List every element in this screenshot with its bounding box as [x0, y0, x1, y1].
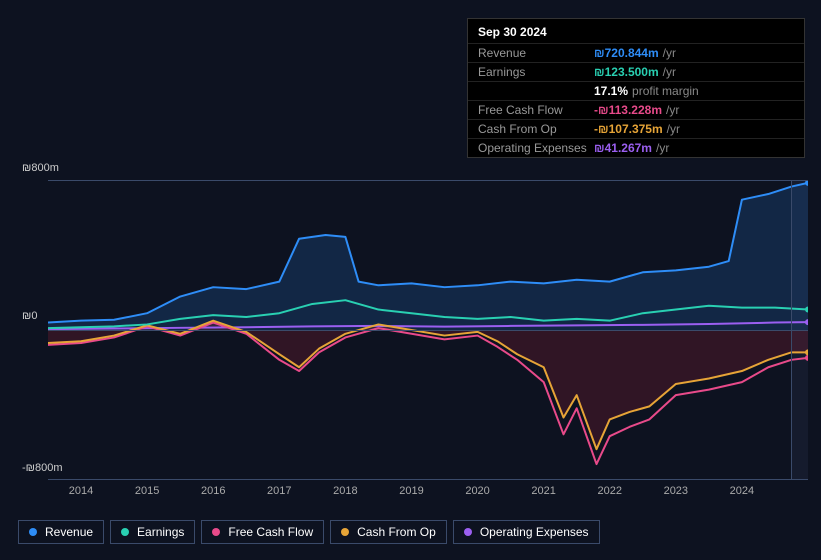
x-axis-tick: 2024 [730, 485, 754, 497]
x-axis-tick: 2019 [399, 485, 423, 497]
chart-now-line [791, 181, 792, 479]
x-axis-tick: 2014 [69, 485, 93, 497]
y-axis-label-top: ₪800m [22, 162, 59, 174]
tooltip-row-value: ₪41.267m [594, 141, 652, 155]
tooltip-row-suffix: /yr [663, 65, 676, 79]
legend-label: Free Cash Flow [228, 525, 313, 539]
tooltip-row: Free Cash Flow-₪113.228m/yr [468, 100, 804, 119]
legend-dot-icon [29, 528, 37, 536]
chart-x-axis: 2014 2015 2016 2017 2018 2019 2020 2021 2022 2023… [48, 485, 808, 503]
chart-zero-line [48, 330, 808, 331]
x-axis-tick: 2018 [333, 485, 357, 497]
legend-item-cfo[interactable]: Cash From Op [330, 520, 447, 544]
chart-legend: Revenue Earnings Free Cash Flow Cash From O… [18, 520, 600, 544]
tooltip-row: 17.1% profit margin [468, 81, 804, 100]
legend-dot-icon [341, 528, 349, 536]
tooltip-row-label: Cash From Op [478, 122, 594, 136]
tooltip-row-label: Revenue [478, 46, 594, 60]
tooltip-row-suffix: /yr [663, 46, 676, 60]
legend-item-earnings[interactable]: Earnings [110, 520, 195, 544]
chart-plot-area[interactable] [48, 180, 808, 480]
tooltip-row-suffix: /yr [666, 103, 679, 117]
legend-label: Revenue [45, 525, 93, 539]
legend-item-revenue[interactable]: Revenue [18, 520, 104, 544]
tooltip-row-label: Free Cash Flow [478, 103, 594, 117]
tooltip-row-value: -₪107.375m [594, 122, 663, 136]
tooltip-row-value: ₪123.500m [594, 65, 659, 79]
legend-label: Cash From Op [357, 525, 436, 539]
tooltip-row: Operating Expenses₪41.267m/yr [468, 138, 804, 157]
legend-dot-icon [464, 528, 472, 536]
tooltip-row-value: ₪720.844m [594, 46, 659, 60]
tooltip-row-label: Earnings [478, 65, 594, 79]
y-axis-label-mid: ₪0 [22, 310, 37, 322]
legend-label: Operating Expenses [480, 525, 589, 539]
chart-area-below-zero [48, 321, 808, 450]
tooltip-row-sub-value: 17.1% [594, 84, 628, 98]
chart-tooltip: Sep 30 2024 Revenue₪720.844m/yrEarnings₪… [467, 18, 805, 158]
tooltip-row-suffix: /yr [667, 122, 680, 136]
legend-label: Earnings [137, 525, 184, 539]
tooltip-date: Sep 30 2024 [468, 19, 804, 43]
x-axis-tick: 2023 [664, 485, 688, 497]
revenue-expenses-chart: ₪800m ₪0 -₪800m 201420152016201720182019… [18, 160, 808, 480]
tooltip-row-sub-suffix: profit margin [632, 84, 699, 98]
tooltip-row: Revenue₪720.844m/yr [468, 43, 804, 62]
legend-dot-icon [212, 528, 220, 536]
tooltip-row-suffix: /yr [656, 141, 669, 155]
tooltip-row: Cash From Op-₪107.375m/yr [468, 119, 804, 138]
legend-item-fcf[interactable]: Free Cash Flow [201, 520, 324, 544]
x-axis-tick: 2022 [597, 485, 621, 497]
x-axis-tick: 2021 [531, 485, 555, 497]
x-axis-tick: 2016 [201, 485, 225, 497]
chart-end-marker-fcf [805, 355, 808, 361]
tooltip-row: Earnings₪123.500m/yr [468, 62, 804, 81]
legend-dot-icon [121, 528, 129, 536]
x-axis-tick: 2020 [465, 485, 489, 497]
legend-item-opex[interactable]: Operating Expenses [453, 520, 600, 544]
x-axis-tick: 2015 [135, 485, 159, 497]
tooltip-row-label: Operating Expenses [478, 141, 594, 155]
tooltip-row-value: -₪113.228m [594, 103, 662, 117]
x-axis-tick: 2017 [267, 485, 291, 497]
